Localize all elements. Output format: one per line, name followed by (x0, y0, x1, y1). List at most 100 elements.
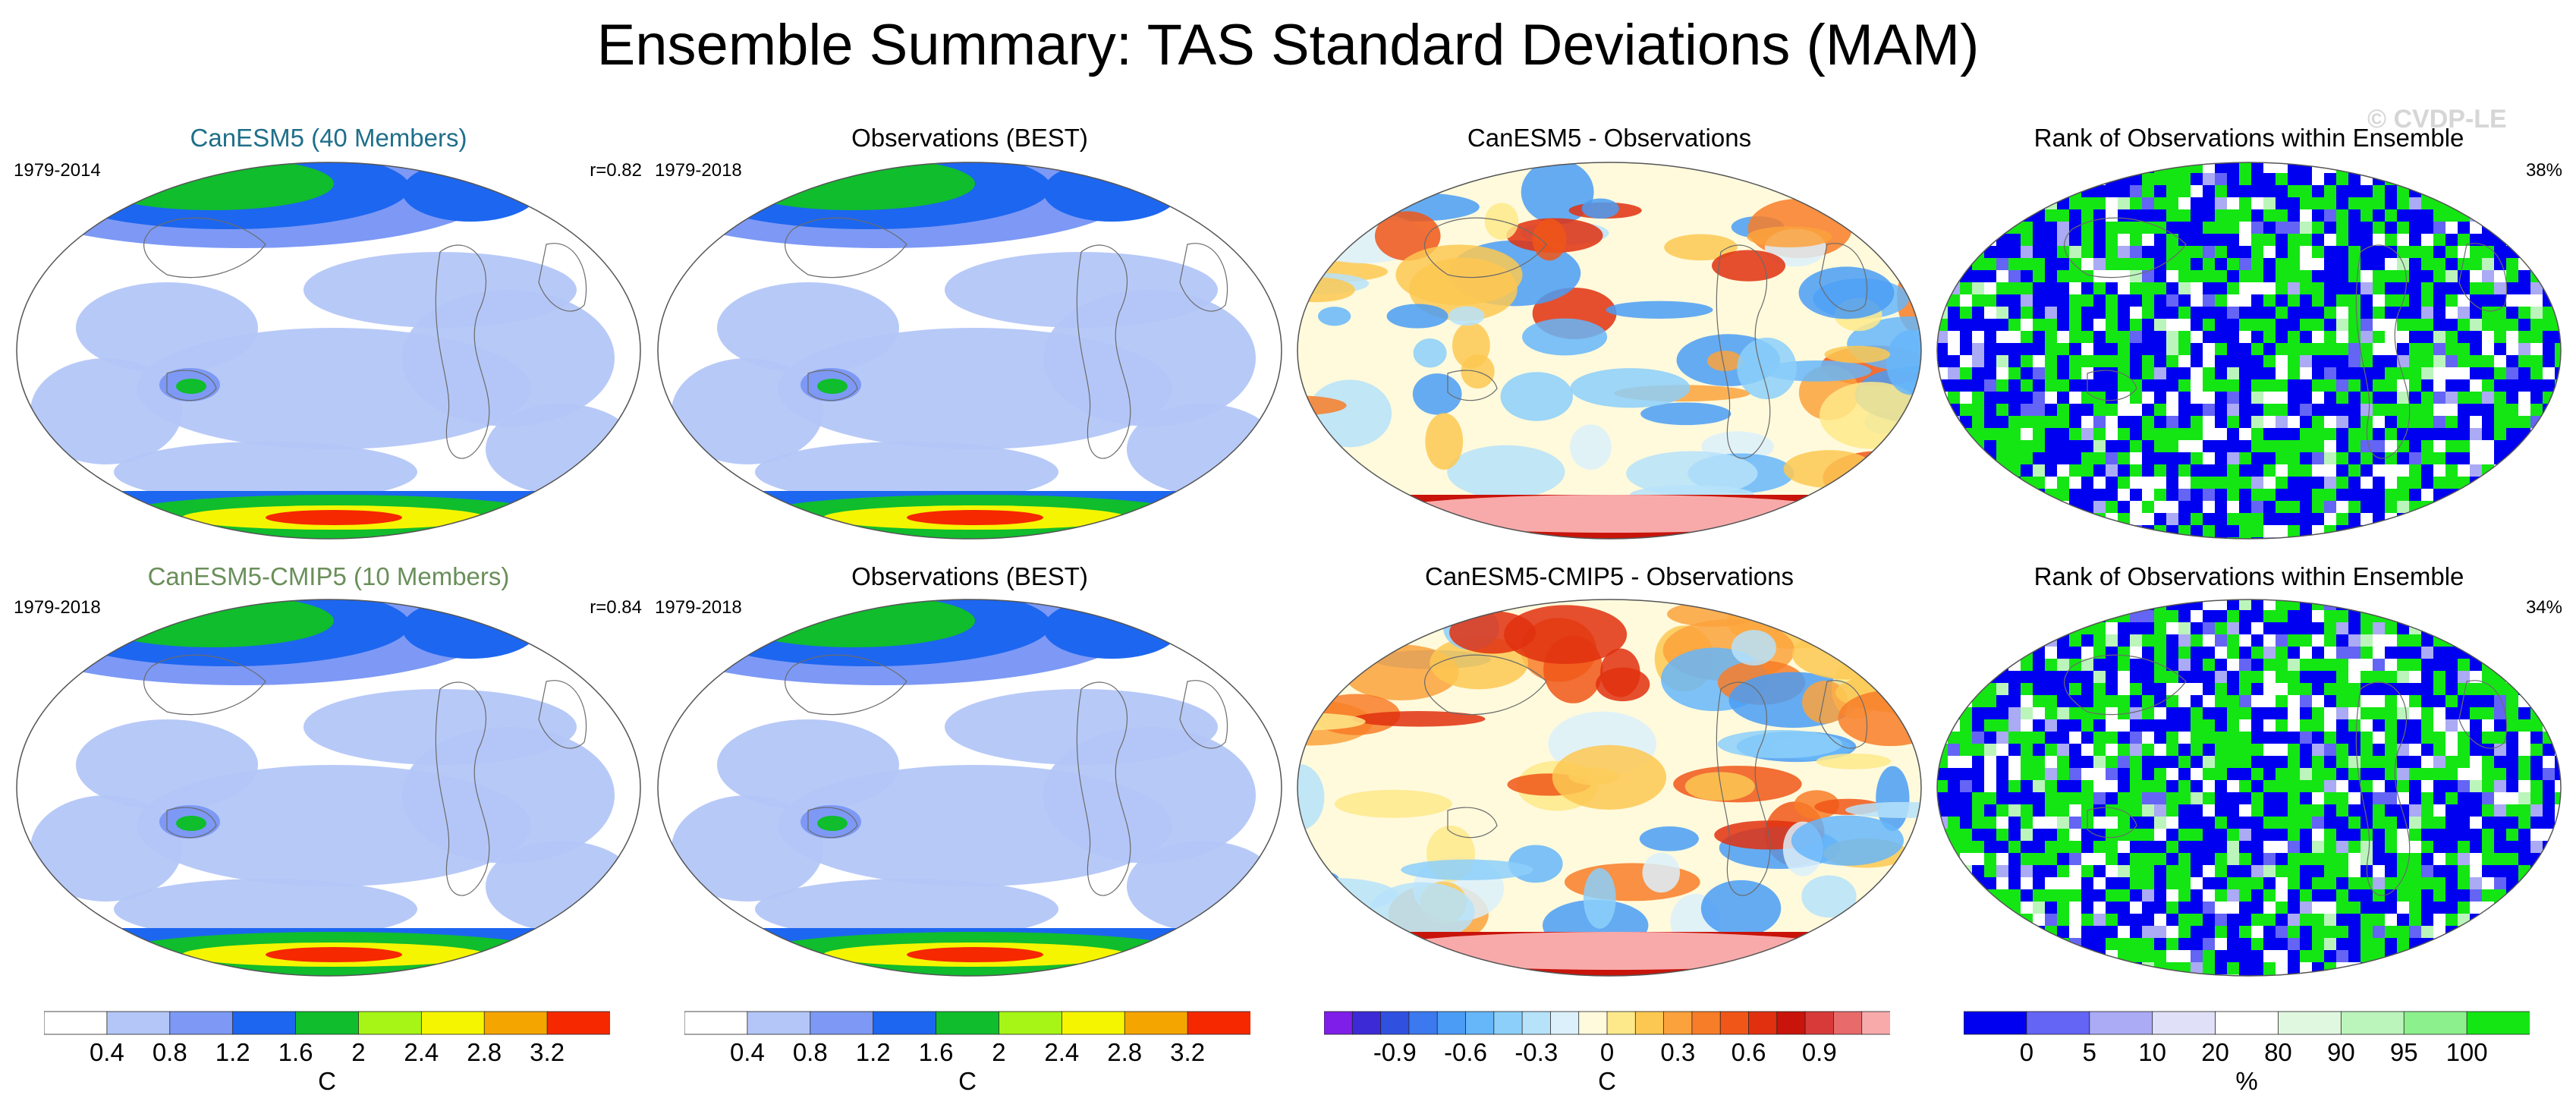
colorbar-swatch (1061, 1011, 1126, 1035)
colorbar-swatch (999, 1011, 1063, 1035)
main-title: Ensemble Summary: TAS Standard Deviation… (596, 13, 1980, 77)
colorbar-tick-label: 10 (2138, 1038, 2167, 1066)
period-label-r1c1: 1979-2014 (14, 160, 101, 181)
colorbar-swatch (1465, 1011, 1495, 1035)
colorbar-stddev-1 (44, 1011, 610, 1035)
colorbar-swatch (1804, 1011, 1835, 1035)
colorbar-tick-label: 0.4 (729, 1038, 765, 1066)
colorbar-swatch (232, 1011, 297, 1035)
colorbar-swatch (2089, 1011, 2153, 1035)
colorbar-swatch (420, 1011, 486, 1035)
colorbar-swatch (1380, 1011, 1410, 1035)
colorbar-tick-label: 0 (2019, 1038, 2034, 1066)
period-label-r2c1: 1979-2018 (14, 597, 101, 618)
colorbar-tick-label: 0.8 (792, 1038, 828, 1066)
colorbar-rank-4 (1964, 1011, 2530, 1035)
colorbar-tick-label: 2.4 (404, 1038, 439, 1066)
colorbar-difference-3 (1324, 1011, 1890, 1035)
colorbar-swatch (1436, 1011, 1467, 1035)
colorbar-tick-label: 0.6 (1731, 1038, 1766, 1066)
colorbar-units: C (1598, 1067, 1616, 1095)
colorbar-swatch (1833, 1011, 1863, 1035)
colorbar-tick-label: 2.8 (1107, 1038, 1143, 1066)
stat-label-r1c4: 38% (2525, 160, 2562, 181)
colorbar-tick-label: 2 (992, 1038, 1006, 1066)
colorbar-tick-label: 3.2 (530, 1038, 565, 1066)
colorbar-swatch (2152, 1011, 2216, 1035)
colorbar-swatch (1634, 1011, 1665, 1035)
panel-title-r1c4: Rank of Observations within Ensemble (2033, 124, 2464, 152)
colorbar-tick-label: 0.8 (152, 1038, 187, 1066)
colorbar-units: C (318, 1067, 336, 1095)
panel-title-r1c3: CanESM5 - Observations (1467, 124, 1752, 152)
colorbar-swatch (1719, 1011, 1750, 1035)
colorbar-swatch (2026, 1011, 2090, 1035)
stat-label-r2c4: 34% (2525, 597, 2562, 618)
map-panel-r2c1 (16, 599, 641, 977)
colorbar-swatch (1861, 1011, 1890, 1035)
colorbar-tick-label: 1.2 (855, 1038, 891, 1066)
colorbar-swatch (2340, 1011, 2405, 1035)
colorbar-swatch (1351, 1011, 1382, 1035)
colorbar-swatch (1324, 1011, 1354, 1035)
colorbar-tick-label: 80 (2264, 1038, 2292, 1066)
colorbar-tick-label: 5 (2082, 1038, 2096, 1066)
stat-label-r1c1: r=0.82 (590, 160, 642, 181)
colorbar-tick-label: 2.8 (467, 1038, 502, 1066)
colorbar-swatch (936, 1011, 1000, 1035)
colorbar-units: % (2235, 1067, 2258, 1095)
colorbar-tick-label: 0.9 (1801, 1038, 1837, 1066)
colorbar-units: C (958, 1067, 977, 1095)
colorbar-tick-label: 0.4 (89, 1038, 124, 1066)
colorbar-swatch (1964, 1011, 2027, 1035)
colorbar-swatch (2403, 1011, 2468, 1035)
colorbar-tick-label: 90 (2326, 1038, 2355, 1066)
colorbar-tick-label: 1.2 (215, 1038, 250, 1066)
colorbar-swatch (684, 1011, 748, 1035)
colorbar-swatch (295, 1011, 360, 1035)
colorbar-swatch (1663, 1011, 1693, 1035)
panel-title-r2c3: CanESM5-CMIP5 - Observations (1425, 562, 1794, 590)
map-panel-r2c2 (657, 599, 1282, 977)
colorbar-swatch (546, 1011, 610, 1035)
stat-label-r2c1: r=0.84 (590, 597, 642, 618)
panel-title-r2c1: CanESM5-CMIP5 (10 Members) (147, 562, 510, 590)
colorbar-swatch (483, 1011, 549, 1035)
colorbar-swatch (810, 1011, 874, 1035)
colorbar-tick-label: 95 (2389, 1038, 2418, 1066)
colorbar-tick-label: 0.3 (1660, 1038, 1696, 1066)
colorbar-tick-label: 2 (351, 1038, 366, 1066)
colorbar-swatch (1578, 1011, 1608, 1035)
colorbar-tick-label: -0.6 (1444, 1038, 1487, 1066)
colorbar-swatch (2278, 1011, 2342, 1035)
period-label-r1c2: 1979-2018 (655, 160, 742, 181)
map-panel-r1c1 (16, 162, 641, 540)
period-label-r2c2: 1979-2018 (655, 597, 742, 618)
panel-title-r1c2: Observations (BEST) (851, 124, 1088, 152)
panel-title-r2c4: Rank of Observations within Ensemble (2033, 562, 2464, 590)
panel-title-r2c2: Observations (BEST) (851, 562, 1088, 590)
map-panel-r1c4 (1936, 162, 2562, 540)
colorbar-swatch (1549, 1011, 1580, 1035)
colorbar-tick-label: -0.3 (1514, 1038, 1558, 1066)
colorbar-swatch (106, 1011, 171, 1035)
colorbar-tick-label: 1.6 (918, 1038, 954, 1066)
map-panel-r1c2 (657, 162, 1282, 540)
panel-title-r1c1: CanESM5 (40 Members) (190, 124, 467, 152)
map-panel-r2c3 (1297, 599, 1922, 977)
map-panel-r2c4 (1936, 599, 2562, 977)
colorbar-tick-label: 100 (2445, 1038, 2488, 1066)
colorbar-tick-label: 0 (1599, 1038, 1615, 1066)
colorbar-swatch (358, 1011, 423, 1035)
colorbar-swatch (44, 1011, 108, 1035)
colorbar-tick-label: 3.2 (1170, 1038, 1206, 1066)
colorbar-swatch (2466, 1011, 2530, 1035)
colorbar-swatch (1748, 1011, 1778, 1035)
colorbar-swatch (1493, 1011, 1524, 1035)
colorbar-tick-label: 1.6 (278, 1038, 313, 1066)
colorbar-swatch (1521, 1011, 1552, 1035)
colorbar-swatch (169, 1011, 234, 1035)
colorbar-swatch (2215, 1011, 2279, 1035)
colorbar-swatch (747, 1011, 811, 1035)
map-panel-r1c3 (1297, 162, 1922, 540)
